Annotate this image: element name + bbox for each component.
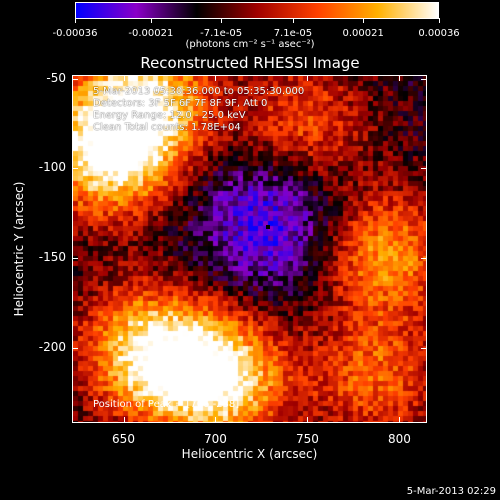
colorbar-tick-label: 7.1e-05 (273, 28, 313, 39)
x-tick-mark-top (307, 75, 309, 81)
detectors-label: Detectors: 3F 5F 6F 7F 8F 9F, Att 0 (93, 98, 268, 109)
y-tick-mark-right (421, 78, 427, 80)
colorbar-tick-mark (363, 18, 365, 23)
y-tick-mark-right (421, 257, 427, 259)
colorbar-tick-mark (221, 18, 223, 23)
y-tick-mark (72, 347, 78, 349)
x-tick-label: 700 (204, 432, 227, 446)
x-tick-mark-top (123, 75, 125, 81)
energy-range-label: Energy Range: 12.0 - 25.0 keV (93, 110, 246, 121)
colorbar-tick-mark (150, 18, 152, 23)
colorbar-tick-mark (292, 18, 294, 23)
x-tick-mark-top (215, 75, 217, 81)
y-tick-label: -50 (46, 70, 66, 85)
peak-marker (265, 224, 270, 229)
colorbar-tick-label: -0.00021 (128, 28, 174, 39)
y-tick-mark-right (421, 168, 427, 170)
y-tick-label: -100 (38, 160, 66, 175)
y-axis-label: Heliocentric Y (arcsec) (12, 181, 26, 317)
y-tick-mark (72, 168, 78, 170)
x-tick-mark (215, 417, 217, 423)
peak-position-label: Position of Peak = [706 -238] (93, 399, 240, 410)
y-tick-mark (72, 257, 78, 259)
x-tick-mark-top (399, 75, 401, 81)
colorbar-tick-mark (75, 18, 76, 23)
time-range-label: 5-Mar-2013 05:30:36.000 to 05:35:30.000 (93, 86, 305, 97)
colorbar-tick-label: -0.00036 (52, 28, 98, 39)
colorbar (75, 2, 439, 19)
y-tick-mark-right (421, 347, 427, 349)
heatmap-image[interactable] (73, 76, 426, 422)
x-tick-label: 650 (112, 432, 135, 446)
footer-date: 5-Mar-2013 02:29 (406, 486, 496, 497)
x-tick-mark (123, 417, 125, 423)
colorbar-tick-mark (439, 18, 440, 23)
y-tick-mark (72, 78, 78, 80)
y-tick-label: -200 (38, 339, 66, 354)
colorbar-tick-label: -7.1e-05 (200, 28, 243, 39)
y-tick-label: -150 (38, 249, 66, 264)
x-tick-mark (399, 417, 401, 423)
plot-frame[interactable]: 5-Mar-2013 05:30:36.000 to 05:35:30.000 … (72, 75, 427, 423)
x-tick-label: 750 (295, 432, 319, 446)
colorbar-units: (photons cm⁻² s⁻¹ asec⁻²) (185, 39, 315, 50)
x-axis-label: Heliocentric X (arcsec) (181, 447, 318, 461)
colorbar-tick-label: 0.00036 (418, 28, 460, 39)
x-tick-mark (307, 417, 309, 423)
image-title: Reconstructed RHESSI Image (140, 54, 360, 72)
x-tick-label: 800 (387, 432, 411, 446)
clean-counts-label: Clean Total counts: 1.78E+04 (93, 122, 241, 133)
colorbar-tick-label: 0.00021 (342, 28, 384, 39)
